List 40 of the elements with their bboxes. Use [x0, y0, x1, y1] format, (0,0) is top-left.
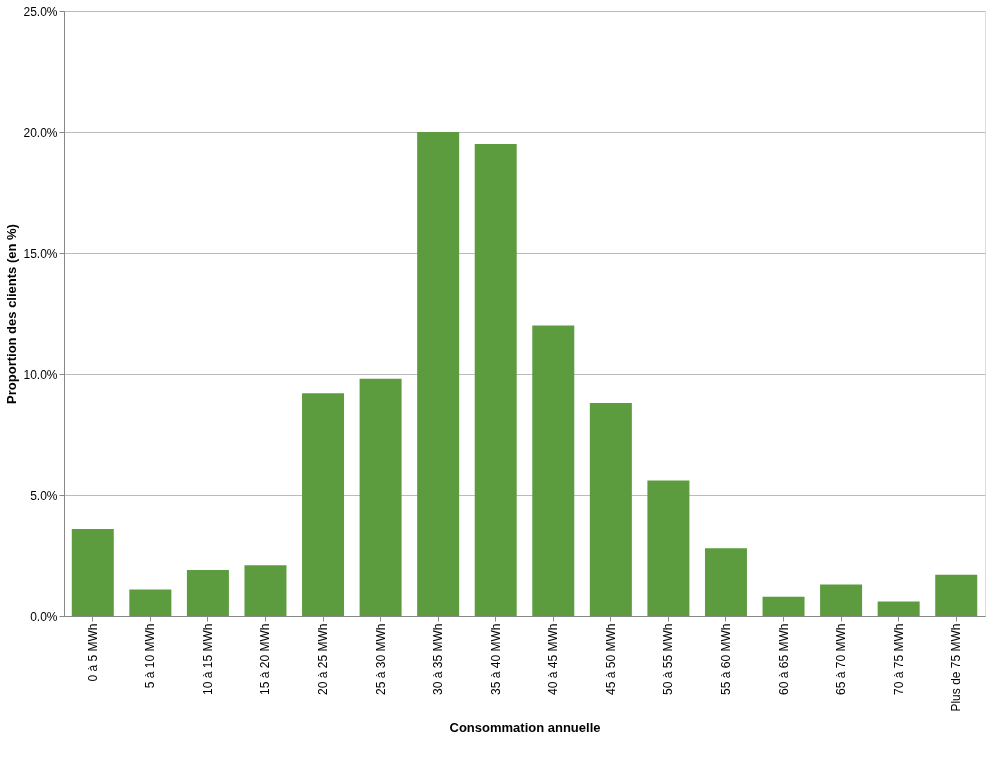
bar: [704, 548, 747, 616]
bar: [877, 601, 920, 616]
y-tick-label: 20.0%: [23, 125, 58, 140]
y-tick-label: 5.0%: [30, 488, 58, 503]
bar: [417, 132, 460, 616]
x-tick-label: Plus de 75 MWh: [949, 623, 964, 712]
bar: [762, 596, 805, 616]
x-tick-label: 60 à 65 MWh: [776, 623, 791, 695]
bar: [129, 589, 172, 616]
y-tick-label: 0.0%: [30, 609, 58, 624]
x-tick-label: 25 à 30 MWh: [373, 623, 388, 695]
x-tick-label: 20 à 25 MWh: [316, 623, 331, 695]
x-tick-label: 0 à 5 MWh: [85, 623, 100, 682]
x-tick-label: 70 à 75 MWh: [891, 623, 906, 695]
bar: [532, 325, 575, 616]
bar: [71, 528, 114, 616]
y-tick-label: 25.0%: [23, 4, 58, 19]
bar: [186, 570, 229, 616]
bar: [647, 480, 690, 616]
bar: [474, 144, 517, 616]
bar: [935, 574, 978, 616]
bar: [820, 584, 863, 616]
x-tick-label: 5 à 10 MWh: [143, 623, 158, 689]
x-axis-title: Consommation annuelle: [449, 719, 601, 735]
y-tick-label: 15.0%: [23, 246, 58, 261]
x-tick-label: 30 à 35 MWh: [431, 623, 446, 695]
bar: [302, 393, 345, 616]
bar: [244, 565, 287, 616]
x-tick-label: 10 à 15 MWh: [200, 623, 215, 695]
x-tick-label: 40 à 45 MWh: [546, 623, 561, 695]
y-axis-title: Proportion des clients (en %): [4, 224, 20, 404]
x-tick-label: 45 à 50 MWh: [603, 623, 618, 695]
bar: [359, 378, 402, 616]
y-tick-label: 10.0%: [23, 367, 58, 382]
x-tick-label: 55 à 60 MWh: [718, 623, 733, 695]
x-tick-label: 50 à 55 MWh: [661, 623, 676, 695]
x-tick-label: 15 à 20 MWh: [258, 623, 273, 695]
x-tick-label: 65 à 70 MWh: [834, 623, 849, 695]
x-tick-label: 35 à 40 MWh: [488, 623, 503, 695]
bar: [589, 403, 632, 616]
